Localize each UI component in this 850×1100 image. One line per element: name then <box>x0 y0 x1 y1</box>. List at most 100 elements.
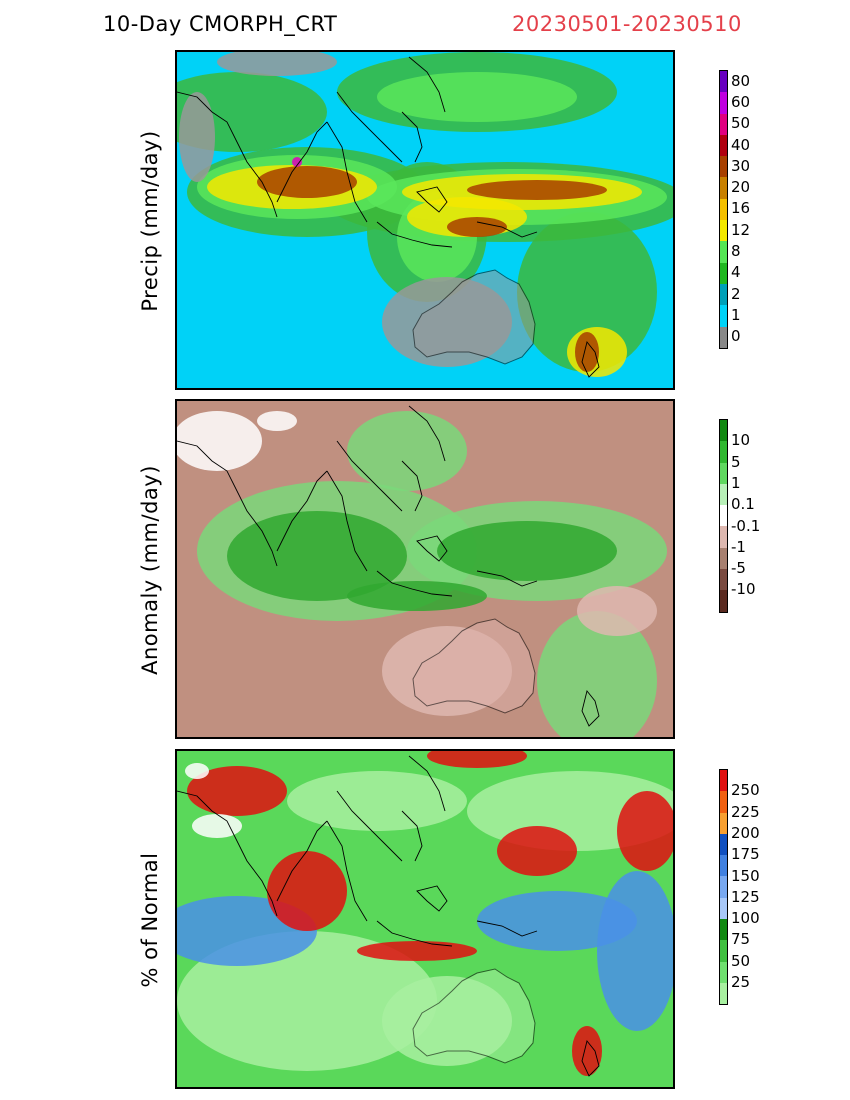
colorbar-label: 30 <box>731 156 751 175</box>
colorbar-label: 250 <box>731 781 760 800</box>
coastline <box>376 570 453 597</box>
colorbar-label: 0 <box>731 327 741 346</box>
precip-region <box>257 411 297 431</box>
coastline <box>376 920 453 947</box>
coastline <box>401 111 423 163</box>
colorbar-segment <box>720 855 727 877</box>
colorbar-label: 4 <box>731 263 741 282</box>
coastline <box>336 440 403 512</box>
colorbar-label: 50 <box>731 951 751 970</box>
colorbar-segment <box>720 982 727 1005</box>
colorbar-label: 150 <box>731 866 760 885</box>
colorbar-segment <box>720 526 727 548</box>
colorbar-label: 175 <box>731 845 760 864</box>
coastline <box>376 221 453 248</box>
coastline <box>326 121 368 223</box>
colorbar-label: 5 <box>731 452 741 471</box>
colorbar-segment <box>720 220 727 242</box>
colorbar-segment <box>720 241 727 263</box>
precip-region <box>497 826 577 876</box>
colorbar-segment <box>720 547 727 570</box>
precip-region <box>617 791 673 871</box>
panel-precip: Precip (mm/day) 0 1 2 4 8 12 16 20 30 40 50 60 80 <box>0 50 850 392</box>
colorbar-label: -0.1 <box>731 516 761 535</box>
colorbar-segment <box>720 92 727 114</box>
colorbar-segment <box>720 812 727 834</box>
colorbar-label: 1 <box>731 305 741 324</box>
precip-region <box>292 157 302 167</box>
figure-title: 10-Day CMORPH_CRT <box>103 12 338 36</box>
coastline <box>476 221 538 238</box>
anomaly-map-svg <box>177 401 673 737</box>
precip-colorbar <box>719 70 728 349</box>
precip-region <box>177 411 262 471</box>
coastline <box>177 91 278 218</box>
coastline <box>476 920 538 937</box>
precip-region <box>467 180 607 200</box>
colorbar-segment <box>720 919 727 941</box>
colorbar-segment <box>720 134 727 157</box>
colorbar-label: -1 <box>731 537 746 556</box>
precip-region <box>575 332 599 372</box>
colorbar-label: 225 <box>731 802 760 821</box>
pct-normal-colorbar <box>719 769 728 1006</box>
precip-region <box>257 166 357 198</box>
precip-region <box>185 763 209 779</box>
precip-region <box>357 941 477 961</box>
coastline <box>476 570 538 587</box>
colorbar-label: 2 <box>731 284 741 303</box>
precip-region <box>437 521 617 581</box>
date-range: 20230501-20230510 <box>512 12 742 36</box>
coastline <box>416 535 448 562</box>
pct-normal-axis-label: % of Normal <box>138 852 162 988</box>
precip-region <box>227 511 407 601</box>
anomaly-map <box>175 399 675 739</box>
precip-region <box>477 891 637 951</box>
colorbar-label: 12 <box>731 220 751 239</box>
coastline <box>276 820 328 902</box>
coastline <box>416 885 448 912</box>
precip-region <box>377 72 577 122</box>
coastline <box>177 440 278 567</box>
colorbar-label: 60 <box>731 92 751 111</box>
colorbar-segment <box>720 940 727 962</box>
colorbar-segment <box>720 876 727 898</box>
colorbar-segment <box>720 897 727 920</box>
coastline <box>326 470 368 572</box>
precip-region <box>217 52 337 76</box>
australia-outline <box>412 269 536 365</box>
coastline <box>401 460 423 512</box>
coastline <box>401 810 423 862</box>
colorbar-label: 40 <box>731 135 751 154</box>
colorbar-segment <box>720 590 727 612</box>
coastline <box>336 91 403 163</box>
coastline <box>408 405 446 462</box>
coastline <box>581 690 600 727</box>
colorbar-label: -10 <box>731 580 756 599</box>
precip-map-svg <box>177 52 673 388</box>
coastline <box>276 470 328 552</box>
colorbar-segment <box>720 198 727 221</box>
australia-outline <box>412 618 536 714</box>
colorbar-label: 16 <box>731 199 751 218</box>
colorbar-label: 80 <box>731 71 751 90</box>
panel-anomaly: Anomaly (mm/day) -10 -5 -1 -0.1 0.1 1 5 10 <box>0 399 850 741</box>
colorbar-label: 75 <box>731 930 751 949</box>
precip-region <box>447 217 507 237</box>
colorbar-segment <box>720 71 727 93</box>
precip-region <box>179 92 215 182</box>
colorbar-segment <box>720 833 727 856</box>
colorbar-segment <box>720 420 727 442</box>
colorbar-segment <box>720 305 727 327</box>
precip-region <box>577 586 657 636</box>
colorbar-segment <box>720 791 727 813</box>
colorbar-label: 50 <box>731 114 751 133</box>
coastline <box>326 820 368 922</box>
colorbar-segment <box>720 505 727 527</box>
precip-axis-label: Precip (mm/day) <box>138 130 162 312</box>
colorbar-segment <box>720 483 727 506</box>
colorbar-label: 0.1 <box>731 495 755 514</box>
coastline <box>276 121 328 203</box>
pct-normal-map-svg <box>177 751 673 1087</box>
colorbar-label: -5 <box>731 559 746 578</box>
